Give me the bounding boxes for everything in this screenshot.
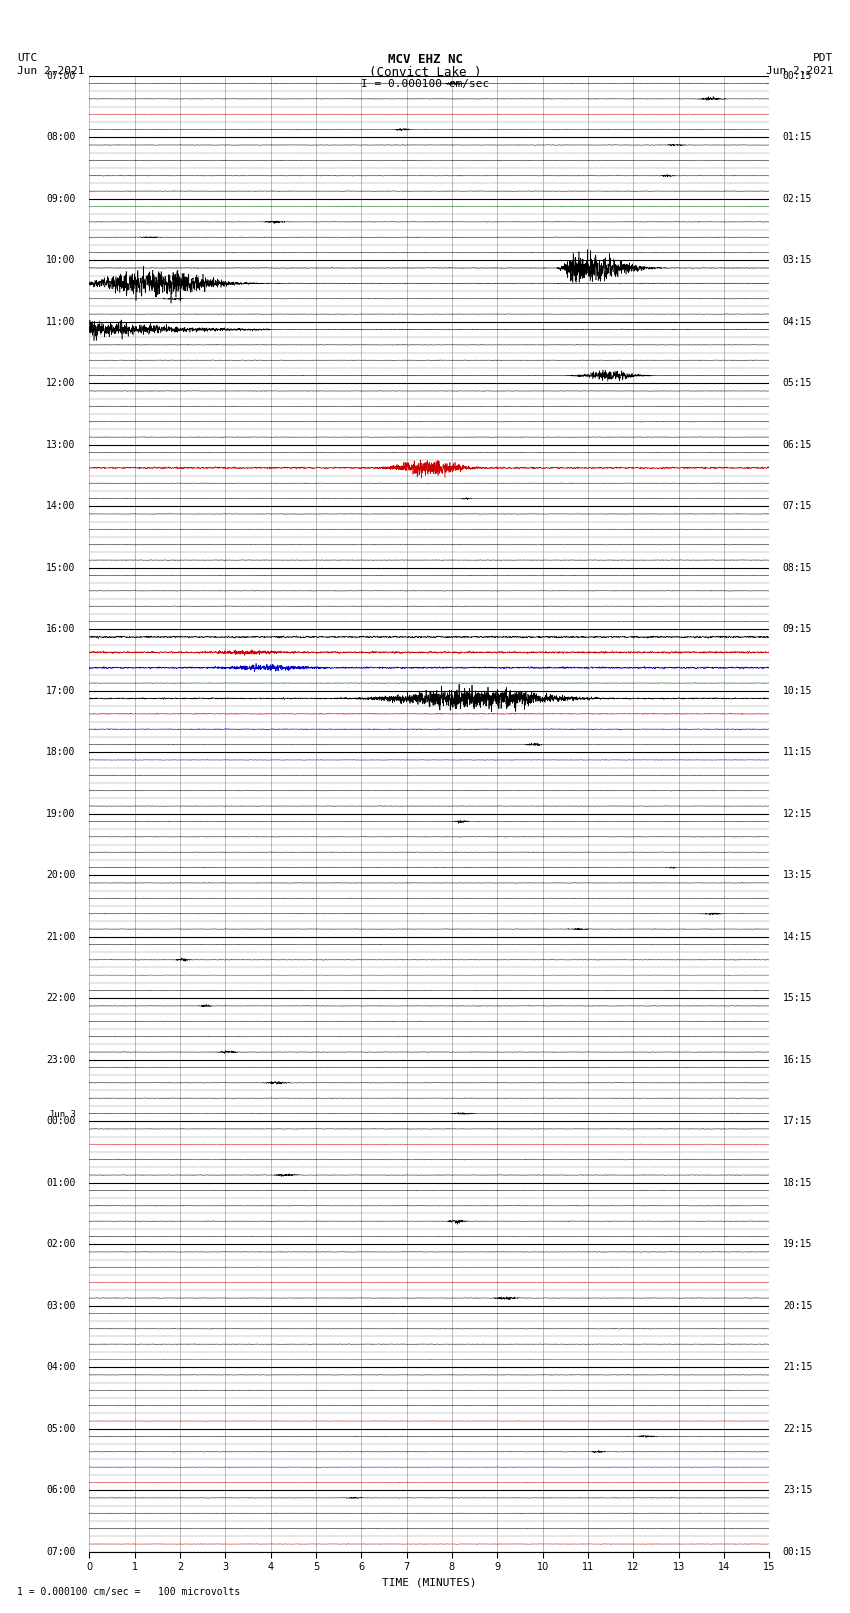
Text: 00:15: 00:15 — [783, 1547, 813, 1557]
Text: 14:15: 14:15 — [783, 932, 813, 942]
Text: MCV EHZ NC: MCV EHZ NC — [388, 53, 462, 66]
Text: Jun 2,2021: Jun 2,2021 — [17, 66, 84, 76]
Text: 03:00: 03:00 — [46, 1300, 76, 1311]
Text: 04:00: 04:00 — [46, 1363, 76, 1373]
Text: 21:15: 21:15 — [783, 1363, 813, 1373]
X-axis label: TIME (MINUTES): TIME (MINUTES) — [382, 1578, 477, 1587]
Text: 19:00: 19:00 — [46, 808, 76, 819]
Text: 16:15: 16:15 — [783, 1055, 813, 1065]
Text: 07:15: 07:15 — [783, 502, 813, 511]
Text: 20:15: 20:15 — [783, 1300, 813, 1311]
Text: 18:00: 18:00 — [46, 747, 76, 756]
Text: (Convict Lake ): (Convict Lake ) — [369, 66, 481, 79]
Text: 00:00: 00:00 — [46, 1116, 76, 1126]
Text: Jun 3: Jun 3 — [48, 1110, 76, 1119]
Text: 13:15: 13:15 — [783, 871, 813, 881]
Text: 15:00: 15:00 — [46, 563, 76, 573]
Text: 10:00: 10:00 — [46, 255, 76, 265]
Text: 02:00: 02:00 — [46, 1239, 76, 1248]
Text: I = 0.000100 cm/sec: I = 0.000100 cm/sec — [361, 79, 489, 89]
Text: 07:00: 07:00 — [46, 71, 76, 81]
Text: 01:00: 01:00 — [46, 1177, 76, 1187]
Text: 03:15: 03:15 — [783, 255, 813, 265]
Text: 05:15: 05:15 — [783, 379, 813, 389]
Text: 1 = 0.000100 cm/sec =   100 microvolts: 1 = 0.000100 cm/sec = 100 microvolts — [17, 1587, 241, 1597]
Text: 22:00: 22:00 — [46, 994, 76, 1003]
Text: 22:15: 22:15 — [783, 1424, 813, 1434]
Text: 16:00: 16:00 — [46, 624, 76, 634]
Text: 23:00: 23:00 — [46, 1055, 76, 1065]
Text: UTC: UTC — [17, 53, 37, 63]
Text: 19:15: 19:15 — [783, 1239, 813, 1248]
Text: 13:00: 13:00 — [46, 440, 76, 450]
Text: 23:15: 23:15 — [783, 1486, 813, 1495]
Text: PDT: PDT — [813, 53, 833, 63]
Text: 06:15: 06:15 — [783, 440, 813, 450]
Text: 07:00: 07:00 — [46, 1547, 76, 1557]
Text: 18:15: 18:15 — [783, 1177, 813, 1187]
Text: 11:15: 11:15 — [783, 747, 813, 756]
Text: 00:15: 00:15 — [783, 71, 813, 81]
Text: 06:00: 06:00 — [46, 1486, 76, 1495]
Text: 04:15: 04:15 — [783, 316, 813, 327]
Text: 08:15: 08:15 — [783, 563, 813, 573]
Text: 20:00: 20:00 — [46, 871, 76, 881]
Text: 08:00: 08:00 — [46, 132, 76, 142]
Text: 12:00: 12:00 — [46, 379, 76, 389]
Text: 11:00: 11:00 — [46, 316, 76, 327]
Text: 21:00: 21:00 — [46, 932, 76, 942]
Text: 09:15: 09:15 — [783, 624, 813, 634]
Text: Jun 2,2021: Jun 2,2021 — [766, 66, 833, 76]
Text: 17:15: 17:15 — [783, 1116, 813, 1126]
Text: 09:00: 09:00 — [46, 194, 76, 203]
Text: 05:00: 05:00 — [46, 1424, 76, 1434]
Text: 17:00: 17:00 — [46, 686, 76, 695]
Text: 14:00: 14:00 — [46, 502, 76, 511]
Text: 12:15: 12:15 — [783, 808, 813, 819]
Text: 01:15: 01:15 — [783, 132, 813, 142]
Text: 15:15: 15:15 — [783, 994, 813, 1003]
Text: 10:15: 10:15 — [783, 686, 813, 695]
Text: 02:15: 02:15 — [783, 194, 813, 203]
